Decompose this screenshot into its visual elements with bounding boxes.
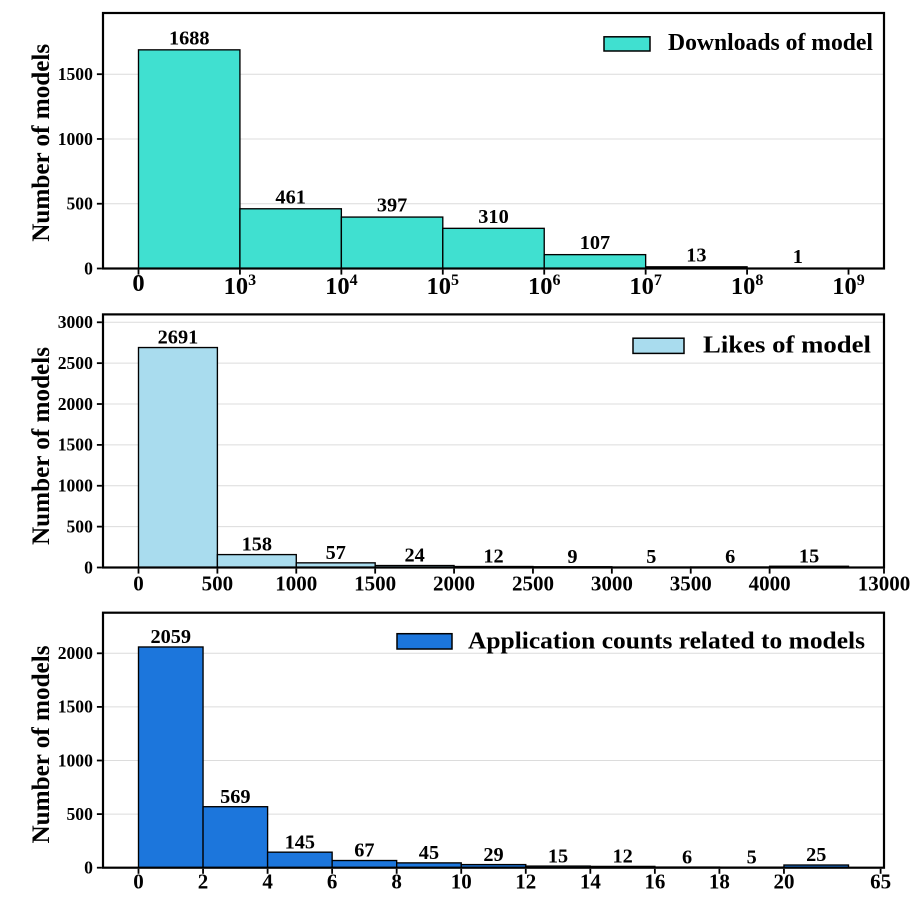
svg-text:0: 0 <box>133 572 144 596</box>
svg-text:6: 6 <box>327 870 338 894</box>
svg-text:57: 57 <box>326 542 346 564</box>
svg-text:Application counts related to: Application counts related to models <box>468 629 865 655</box>
svg-text:2000: 2000 <box>433 572 475 596</box>
svg-text:Likes of model: Likes of model <box>703 333 871 359</box>
svg-text:67: 67 <box>354 840 374 862</box>
svg-text:5: 5 <box>646 546 656 568</box>
svg-text:1000: 1000 <box>275 572 317 596</box>
svg-text:8: 8 <box>391 870 402 894</box>
svg-text:29: 29 <box>483 844 503 866</box>
svg-text:20: 20 <box>773 870 794 894</box>
svg-text:1688: 1688 <box>169 27 210 49</box>
svg-text:Number of models: Number of models <box>28 44 55 242</box>
svg-text:1500: 1500 <box>354 572 396 596</box>
svg-text:2500: 2500 <box>512 572 554 596</box>
svg-text:1500: 1500 <box>58 697 93 717</box>
svg-text:500: 500 <box>202 572 234 596</box>
svg-text:Number of models: Number of models <box>28 645 55 843</box>
svg-text:1000: 1000 <box>58 750 93 770</box>
svg-text:3000: 3000 <box>591 572 633 596</box>
svg-text:0: 0 <box>84 557 93 577</box>
svg-text:500: 500 <box>67 516 94 536</box>
svg-text:12: 12 <box>483 546 503 568</box>
svg-text:1500: 1500 <box>58 435 93 455</box>
svg-text:5: 5 <box>747 846 757 868</box>
svg-text:12: 12 <box>515 870 536 894</box>
svg-text:158: 158 <box>242 534 272 556</box>
svg-text:0: 0 <box>84 258 93 278</box>
svg-text:1000: 1000 <box>58 476 93 496</box>
svg-text:145: 145 <box>285 831 315 853</box>
svg-text:18: 18 <box>709 870 730 894</box>
svg-text:500: 500 <box>67 804 94 824</box>
svg-text:6: 6 <box>682 846 692 868</box>
svg-text:13000: 13000 <box>858 572 911 596</box>
svg-text:15: 15 <box>799 545 819 567</box>
svg-text:2: 2 <box>198 870 209 894</box>
svg-text:Number of models: Number of models <box>28 347 55 545</box>
svg-text:4: 4 <box>262 870 273 894</box>
svg-text:397: 397 <box>377 195 407 217</box>
svg-text:65: 65 <box>870 870 891 894</box>
svg-text:1500: 1500 <box>58 64 93 84</box>
svg-text:107: 107 <box>580 232 610 254</box>
svg-text:569: 569 <box>220 786 250 808</box>
svg-text:9: 9 <box>567 546 577 568</box>
svg-text:461: 461 <box>275 186 305 208</box>
svg-text:25: 25 <box>806 844 826 866</box>
svg-text:2000: 2000 <box>58 394 93 414</box>
svg-text:2000: 2000 <box>58 643 93 663</box>
svg-text:0: 0 <box>133 870 144 894</box>
svg-text:2059: 2059 <box>150 626 191 648</box>
svg-text:2500: 2500 <box>58 353 93 373</box>
svg-text:0: 0 <box>84 858 93 878</box>
svg-text:45: 45 <box>419 842 439 864</box>
svg-text:24: 24 <box>404 545 424 567</box>
svg-text:1000: 1000 <box>58 129 93 149</box>
svg-text:310: 310 <box>478 206 508 228</box>
svg-text:3000: 3000 <box>58 312 93 332</box>
svg-text:14: 14 <box>580 870 602 894</box>
svg-text:16: 16 <box>644 870 665 894</box>
svg-text:2691: 2691 <box>158 327 199 349</box>
svg-text:10: 10 <box>451 870 472 894</box>
svg-text:6: 6 <box>725 546 735 568</box>
svg-text:1: 1 <box>793 246 803 268</box>
svg-text:0: 0 <box>132 270 144 297</box>
svg-text:Downloads of model: Downloads of model <box>668 30 873 56</box>
svg-text:500: 500 <box>67 194 94 214</box>
svg-text:15: 15 <box>548 845 568 867</box>
svg-text:12: 12 <box>612 846 632 868</box>
svg-text:13: 13 <box>686 244 706 266</box>
svg-text:3500: 3500 <box>670 572 712 596</box>
svg-text:4000: 4000 <box>749 572 791 596</box>
